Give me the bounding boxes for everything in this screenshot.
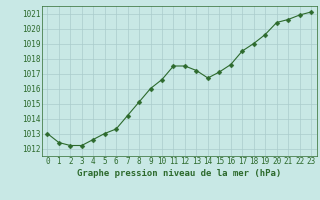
X-axis label: Graphe pression niveau de la mer (hPa): Graphe pression niveau de la mer (hPa) [77,169,281,178]
